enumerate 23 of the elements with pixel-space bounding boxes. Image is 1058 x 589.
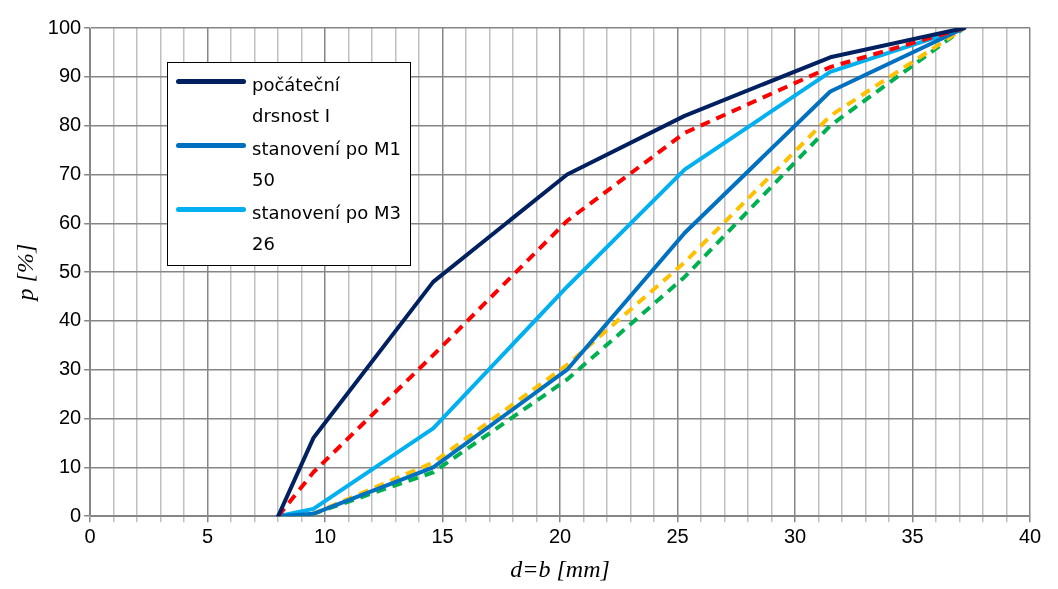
x-tick-label: 40 bbox=[1018, 524, 1042, 547]
y-tick-label: 80 bbox=[58, 113, 82, 136]
x-tick-label: 25 bbox=[666, 524, 689, 547]
x-tick-label: 10 bbox=[314, 524, 337, 547]
y-axis-title: p [%] bbox=[11, 243, 38, 303]
y-tick-label: 20 bbox=[58, 406, 82, 429]
x-tick-label: 30 bbox=[783, 524, 807, 547]
y-tick-label: 10 bbox=[58, 454, 82, 477]
x-tick-label: 35 bbox=[901, 524, 924, 547]
y-tick-label: 60 bbox=[58, 210, 82, 233]
y-tick-label: 90 bbox=[58, 64, 82, 87]
x-tick-label: 5 bbox=[202, 524, 214, 547]
y-tick-label: 50 bbox=[58, 259, 82, 282]
x-axis-title: d=b [mm] bbox=[510, 555, 610, 582]
y-tick-label: 30 bbox=[58, 357, 82, 380]
x-tick-label: 15 bbox=[431, 524, 454, 547]
x-tick-label: 20 bbox=[548, 524, 572, 547]
legend-label: stanovení po M3 26 bbox=[252, 201, 402, 256]
y-tick-label: 40 bbox=[58, 308, 82, 331]
y-tick-label: 70 bbox=[58, 161, 82, 184]
x-tick-label: 0 bbox=[84, 524, 96, 547]
y-tick-label: 0 bbox=[70, 503, 82, 526]
y-tick-label: 100 bbox=[47, 15, 82, 38]
